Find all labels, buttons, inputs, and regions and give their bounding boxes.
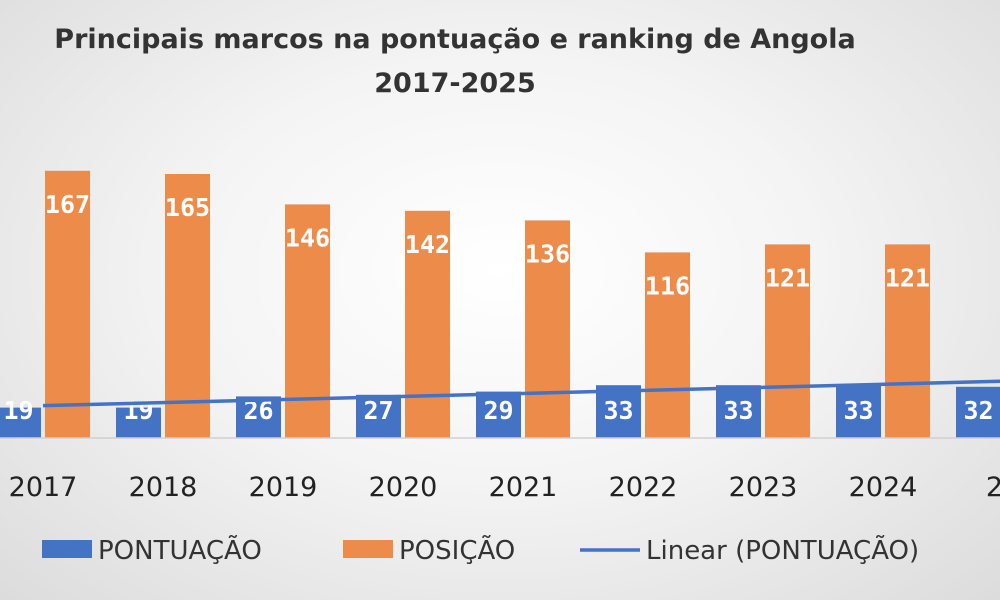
x-tick-2024: 2024: [849, 472, 918, 503]
bar-posicao-2024: [885, 244, 930, 438]
bar-pontuacao-2019: [236, 396, 281, 438]
x-tick-2021: 2021: [489, 472, 558, 503]
bar-posicao-2020: [405, 210, 450, 438]
bar-pontuacao-2023: [716, 385, 761, 438]
bar-posicao-2018: [165, 174, 210, 438]
plot-area: 1916719165261462714229136331163312133121…: [0, 170, 1000, 439]
label-pontuacao-2023: 33: [723, 396, 753, 425]
label-pontuacao-2025: 32: [963, 396, 993, 425]
trendline-pontuacao: [42, 379, 1000, 408]
legend-swatch-pontuacao: [42, 540, 92, 558]
chart-subtitle: 2017-2025: [374, 68, 536, 99]
label-posicao-2023: 121: [765, 263, 810, 292]
x-axis-ticks: 2017 2018 2019 2020 2021 2022 2023 2024 20: [9, 472, 1000, 503]
bar-posicao-2022: [645, 252, 690, 438]
bar-posicao-2021: [525, 220, 570, 438]
x-tick-2022: 2022: [609, 472, 678, 503]
bar-posicao-2023: [765, 244, 810, 438]
bar-pontuacao-2020: [356, 394, 401, 438]
label-pontuacao-2020: 27: [363, 396, 393, 425]
x-tick-2018: 2018: [129, 472, 198, 503]
x-tick-2023: 2023: [729, 472, 798, 503]
bar-pontuacao-2021: [476, 391, 521, 438]
label-pontuacao-2024: 33: [843, 396, 873, 425]
label-posicao-2017: 167: [45, 190, 90, 219]
label-posicao-2021: 136: [525, 239, 570, 268]
legend: PONTUAÇÃO POSIÇÃO Linear (PONTUAÇÃO): [42, 534, 919, 566]
x-tick-2020: 2020: [369, 472, 438, 503]
label-pontuacao-2018: 19: [123, 396, 153, 425]
legend-label-trendline: Linear (PONTUAÇÃO): [646, 534, 919, 566]
legend-label-pontuacao: PONTUAÇÃO: [98, 534, 262, 566]
legend-label-posicao: POSIÇÃO: [399, 534, 515, 566]
label-pontuacao-2021: 29: [483, 396, 513, 425]
legend-swatch-posicao: [343, 540, 393, 558]
bar-posicao-2017: [45, 170, 90, 439]
bar-pontuacao-2022: [596, 385, 641, 438]
label-pontuacao-2017: 19: [3, 396, 33, 425]
x-tick-2019: 2019: [249, 472, 318, 503]
x-tick-2025: 20: [986, 472, 1000, 503]
bar-pontuacao-2017: [0, 407, 41, 438]
bar-pontuacao-2025: [956, 386, 1000, 438]
bar-pontuacao-2024: [836, 385, 881, 438]
x-tick-2017: 2017: [9, 472, 78, 503]
chart-title: Principais marcos na pontuação e ranking…: [54, 24, 855, 55]
label-posicao-2018: 165: [165, 193, 210, 222]
label-posicao-2019: 146: [285, 223, 330, 252]
bar-pontuacao-2018: [116, 407, 161, 438]
label-posicao-2024: 121: [885, 263, 930, 292]
label-pontuacao-2022: 33: [603, 396, 633, 425]
label-posicao-2020: 142: [405, 230, 450, 259]
label-posicao-2022: 116: [645, 271, 690, 300]
